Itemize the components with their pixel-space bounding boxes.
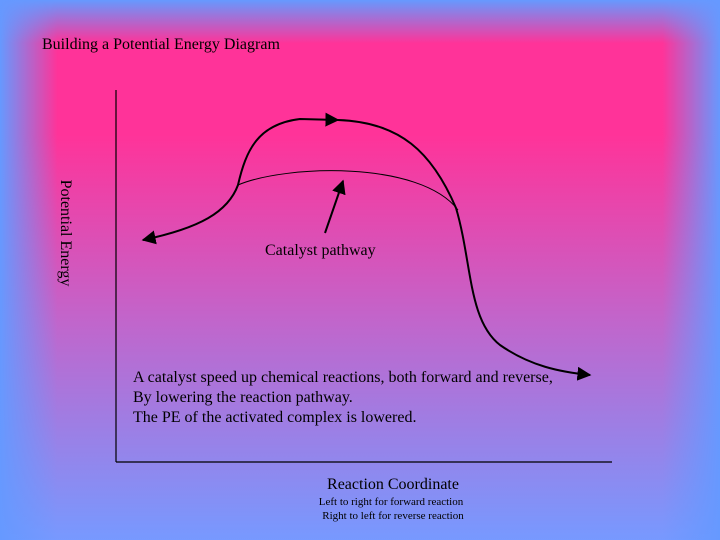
title: Building a Potential Energy Diagram — [42, 36, 280, 53]
body-line: The PE of the activated complex is lower… — [133, 409, 416, 426]
annotation-arrow — [324, 179, 346, 234]
x-axis-note: Right to left for reverse reaction — [322, 510, 464, 522]
body-line: By lowering the reaction pathway. — [133, 389, 353, 406]
uncatalyzed-curve — [337, 119, 592, 381]
x-axis-label: Reaction Coordinate — [327, 476, 459, 493]
y-axis-label: Potential Energy — [57, 180, 74, 287]
annotation: Catalyst pathway — [265, 242, 376, 259]
body-line: A catalyst speed up chemical reactions, … — [133, 369, 553, 386]
catalyst-curve — [237, 170, 459, 211]
x-axis-note: Left to right for forward reaction — [319, 496, 464, 508]
